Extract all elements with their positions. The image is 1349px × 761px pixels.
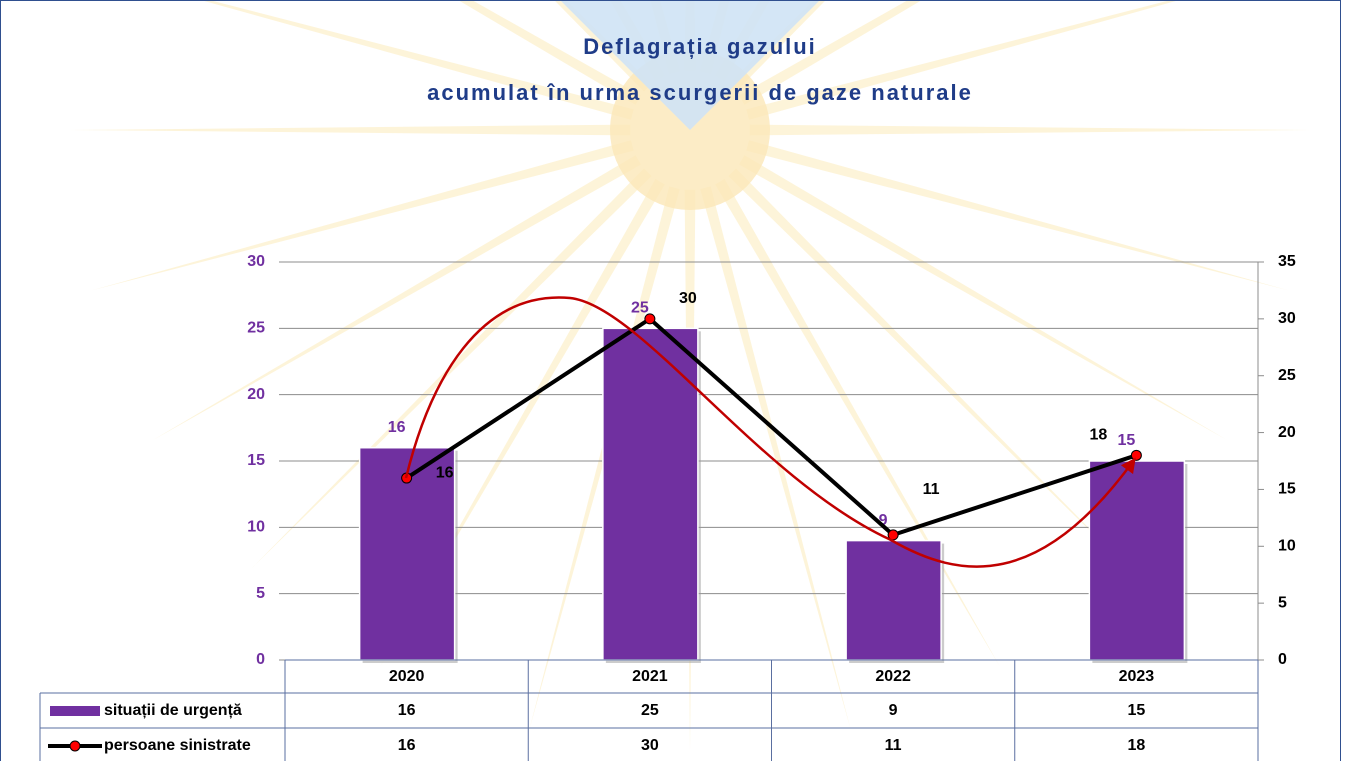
chart-title: acumulat în urma scurgerii de gaze natur… [427, 80, 973, 105]
y-tick-label: 15 [247, 452, 265, 469]
plot: 0 5 10 15 20 25 30 0 5 10 15 20 25 30 35 2020 2021 2022 20… [40, 253, 1296, 761]
line-value-label: 30 [679, 290, 697, 307]
y2-tick-label: 10 [1278, 538, 1296, 555]
x-tick-label: 2023 [1119, 668, 1155, 685]
y-tick-label: 25 [247, 320, 265, 337]
sun-ray [70, 125, 630, 136]
table-cell: 9 [889, 702, 898, 719]
y2-tick-label: 35 [1278, 253, 1296, 270]
sun-ray [739, 155, 1227, 440]
legend-label: persoane sinistrate [104, 737, 251, 754]
bar [846, 541, 941, 660]
table-cell: 25 [641, 702, 659, 719]
table-cell: 16 [398, 702, 416, 719]
y2-tick-label: 5 [1278, 594, 1287, 611]
legend-key [70, 741, 80, 751]
chart-title: Deflagrația gazului [583, 34, 817, 59]
y-tick-label: 20 [247, 386, 265, 403]
table-cell: 30 [641, 737, 659, 754]
y-tick-label: 5 [256, 585, 265, 602]
y-tick-label: 10 [247, 519, 265, 536]
legend-key [50, 706, 100, 716]
line-value-label: 18 [1089, 427, 1107, 444]
table-cell: 18 [1127, 737, 1145, 754]
bar-value-label: 15 [1117, 432, 1135, 449]
x-tick-label: 2022 [875, 668, 911, 685]
line-value-label: 11 [923, 481, 940, 498]
y-tick-label: 0 [256, 651, 265, 668]
table-cell: 11 [885, 737, 902, 754]
y2-tick-label: 30 [1278, 310, 1296, 327]
bar-value-label: 25 [631, 300, 649, 317]
line-marker [645, 314, 655, 324]
y2-tick-label: 20 [1278, 424, 1296, 441]
legend-label: situații de urgență [104, 702, 242, 719]
line-value-label: 16 [436, 464, 454, 481]
y2-tick-label: 15 [1278, 481, 1296, 498]
table-cell: 15 [1127, 702, 1145, 719]
table-cell: 16 [398, 737, 416, 754]
sun-ray [728, 168, 1128, 568]
y2-tick-label: 0 [1278, 651, 1287, 668]
x-tick-label: 2020 [389, 668, 425, 685]
y-tick-label: 30 [247, 253, 265, 270]
sun-ray [750, 125, 1310, 136]
x-tick-label: 2021 [632, 668, 668, 685]
line-marker [1131, 450, 1141, 460]
bar [1089, 461, 1184, 660]
bar-value-label: 16 [388, 419, 406, 436]
chart: Deflagrația gazului acumulat în urma scu… [0, 0, 1349, 761]
y2-tick-label: 25 [1278, 367, 1296, 384]
